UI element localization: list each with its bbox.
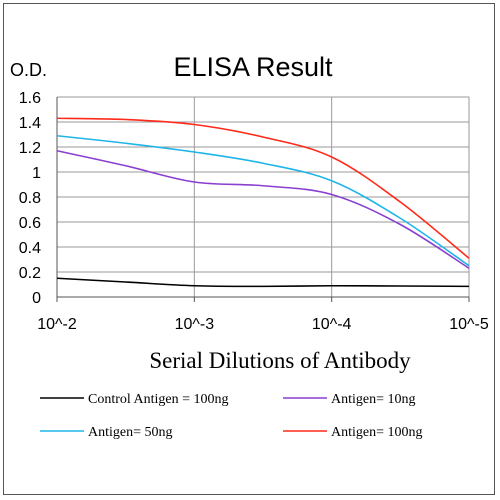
x-tick-label: 10^-5 — [449, 316, 489, 333]
chart-title: ELISA Result — [173, 52, 333, 82]
legend-label: Antigen= 10ng — [331, 392, 416, 407]
x-tick-label: 10^-2 — [37, 316, 77, 333]
series-line-0 — [56, 277, 470, 288]
grid — [56, 96, 470, 302]
x-tick-label: 10^-4 — [312, 316, 352, 333]
y-tick-label: 1.6 — [19, 90, 41, 107]
series-line-3 — [56, 117, 470, 259]
y-axis-label: O.D. — [10, 60, 47, 80]
x-tick-labels: 10^-2 10^-3 10^-4 10^-5 — [37, 316, 489, 333]
y-tick-label: 1.2 — [19, 140, 41, 157]
series-line-1 — [56, 149, 470, 269]
legend: Control Antigen = 100ng Antigen= 10ng Anti… — [40, 392, 423, 440]
legend-label: Antigen= 50ng — [88, 425, 173, 440]
y-tick-labels: 0 0.2 0.4 0.6 0.8 1 1.2 1.4 1.6 — [19, 90, 41, 307]
x-tick-label: 10^-3 — [175, 316, 215, 333]
y-tick-label: 0.6 — [19, 215, 41, 232]
series-lines — [56, 117, 470, 288]
y-tick-label: 1 — [32, 165, 41, 182]
y-tick-label: 0 — [32, 290, 41, 307]
y-tick-label: 0.8 — [19, 190, 41, 207]
y-tick-label: 0.4 — [19, 240, 41, 257]
legend-label: Antigen= 100ng — [331, 425, 423, 440]
y-tick-label: 1.4 — [19, 115, 41, 132]
series-line-2 — [56, 134, 470, 267]
legend-label: Control Antigen = 100ng — [88, 392, 229, 407]
x-axis-label: Serial Dilutions of Antibody — [149, 348, 411, 373]
chart-frame — [3, 3, 495, 495]
y-tick-label: 0.2 — [19, 265, 41, 282]
